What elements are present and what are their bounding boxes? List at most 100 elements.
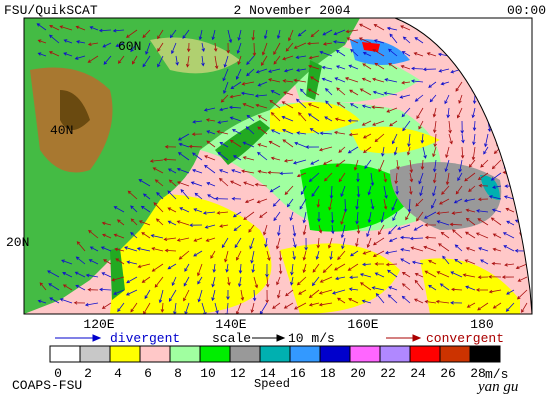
- wind-arrow: [288, 29, 294, 42]
- wind-arrow: [397, 224, 411, 231]
- wind-arrow: [284, 185, 294, 196]
- divergent-arrow: [55, 334, 102, 342]
- wind-arrow: [370, 198, 375, 210]
- wind-arrow: [400, 25, 411, 31]
- wind-arrow: [235, 302, 242, 314]
- wind-arrow: [356, 172, 360, 183]
- wind-arrow: [253, 276, 259, 289]
- wind-arrow: [388, 48, 398, 57]
- wind-arrow: [257, 143, 268, 148]
- wind-arrow: [308, 64, 320, 70]
- wind-arrow: [265, 276, 270, 288]
- wind-arrow: [197, 289, 203, 303]
- wind-arrow: [292, 237, 297, 249]
- wind-arrow: [498, 94, 503, 105]
- wind-arrow: [409, 185, 413, 195]
- wind-arrow: [455, 185, 463, 195]
- field: [480, 175, 500, 200]
- wind-arrow: [295, 55, 307, 60]
- wind-arrow: [468, 185, 476, 193]
- wind-arrow: [298, 111, 307, 122]
- wind-arrow: [251, 263, 255, 274]
- wind-arrow: [478, 41, 489, 46]
- wind-arrow: [113, 289, 125, 295]
- wind-arrow: [48, 51, 60, 57]
- wind-arrow: [381, 146, 385, 157]
- wind-arrow: [413, 52, 424, 57]
- wind-arrow: [501, 29, 515, 35]
- wind-arrow: [316, 198, 321, 208]
- wind-arrow: [39, 282, 47, 291]
- header-center: 2 November 2004: [233, 3, 350, 18]
- wind-arrow: [100, 246, 112, 252]
- wind-arrow: [289, 211, 294, 222]
- wind-arrow: [449, 222, 463, 227]
- wind-arrow: [160, 302, 165, 313]
- wind-arrow: [283, 159, 294, 163]
- wind-arrow: [444, 94, 450, 105]
- wind-arrow: [125, 289, 138, 296]
- wind-arrow: [156, 191, 164, 200]
- wind-arrow: [400, 235, 411, 240]
- wind-arrow: [409, 172, 414, 183]
- wind-arrow: [524, 68, 528, 80]
- wind-arrow: [158, 289, 164, 304]
- colorbar-cell: [229, 345, 261, 363]
- wind-arrow: [384, 78, 398, 83]
- wind-arrow: [126, 260, 138, 265]
- colorbar-cell: [379, 345, 411, 363]
- wind-arrow: [317, 211, 321, 223]
- wind-arrow: [231, 129, 242, 135]
- wind-arrow: [98, 28, 112, 33]
- wind-arrow: [138, 220, 151, 226]
- wind-arrow: [101, 302, 112, 309]
- wind-arrow: [454, 244, 463, 252]
- wind-arrow: [516, 194, 528, 200]
- wind-arrow: [367, 211, 372, 224]
- wind-arrow: [471, 146, 476, 161]
- wind-arrow: [204, 224, 216, 229]
- wind-arrow: [308, 172, 320, 183]
- wind-arrow: [197, 263, 203, 277]
- wind-arrow: [444, 159, 450, 173]
- wind-arrow: [180, 188, 190, 200]
- wind-arrow: [276, 29, 281, 40]
- wind-arrow: [336, 87, 346, 96]
- wind-arrow: [250, 302, 255, 314]
- wind-arrow: [385, 262, 398, 267]
- colorbar-tick: 22: [380, 366, 396, 381]
- colorbar-tick: 18: [320, 366, 336, 381]
- colorbar-tick: 8: [174, 366, 182, 381]
- wind-arrow: [49, 34, 60, 44]
- colorbar: [49, 345, 501, 363]
- wind-arrow: [182, 29, 190, 39]
- wind-arrow: [517, 276, 528, 282]
- wind-arrow: [246, 68, 255, 77]
- wind-arrow: [490, 55, 502, 65]
- wind-arrow: [221, 237, 229, 249]
- wind-arrow: [37, 299, 47, 304]
- wind-arrow: [137, 263, 151, 269]
- wind-arrow: [489, 42, 502, 50]
- wind-arrow: [420, 133, 425, 144]
- wind-arrow: [319, 276, 333, 283]
- wind-arrow: [265, 263, 269, 278]
- colorbar-cell: [409, 345, 441, 363]
- wind-arrow: [372, 120, 385, 126]
- wind-arrow: [340, 224, 346, 239]
- wind-arrow: [242, 156, 255, 161]
- wind-arrow: [293, 78, 307, 83]
- wind-arrow: [246, 55, 255, 65]
- colorbar-tick: 26: [440, 366, 456, 381]
- wind-arrow: [293, 42, 307, 49]
- wind-arrow: [186, 42, 191, 53]
- wind-arrow: [297, 29, 307, 37]
- legend-convergent: convergent: [426, 331, 504, 346]
- colorbar-cell: [469, 345, 501, 363]
- wind-arrow: [269, 185, 281, 193]
- colorbar-tick: 10: [200, 366, 216, 381]
- wind-arrow: [241, 169, 255, 174]
- wind-arrow: [127, 190, 138, 200]
- wind-arrow: [414, 272, 424, 278]
- wind-arrow: [270, 129, 281, 135]
